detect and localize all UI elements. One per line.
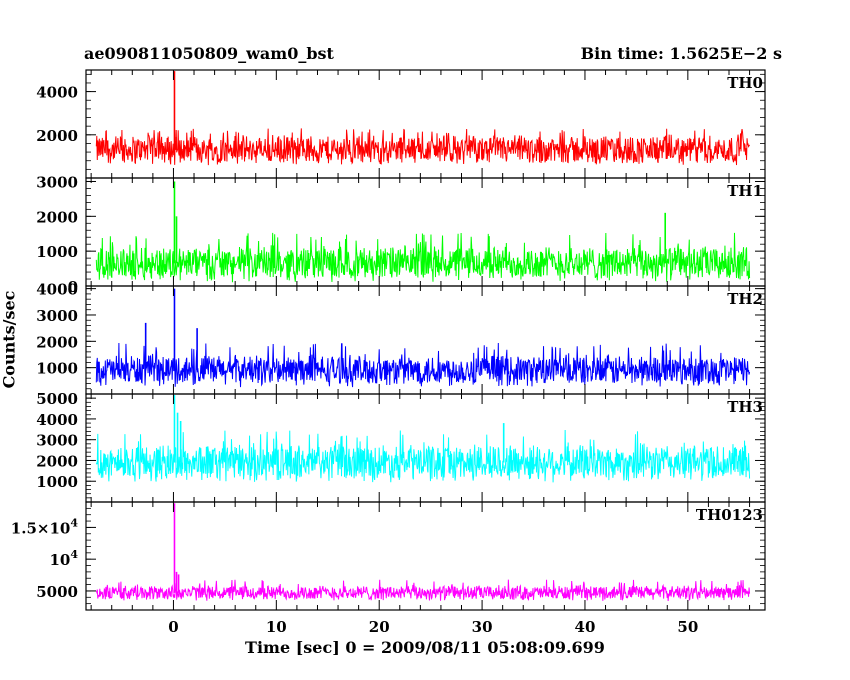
panel-label-th3: TH3 bbox=[727, 398, 763, 416]
y-tick-label: 4000 bbox=[36, 281, 78, 299]
series-line-th3 bbox=[95, 430, 751, 483]
panel-frame-th0123 bbox=[85, 501, 766, 611]
series-line-th2 bbox=[95, 342, 751, 388]
y-tick-label: 5000 bbox=[36, 583, 78, 601]
y-tick-label: 5000 bbox=[36, 390, 78, 408]
y-tick-label: 1000 bbox=[36, 360, 78, 378]
y-tick-label: 3000 bbox=[36, 432, 78, 450]
x-tick-label: 30 bbox=[472, 618, 493, 636]
series-line-th0 bbox=[95, 128, 750, 166]
y-axis-label: Counts/sec bbox=[0, 290, 19, 389]
x-tick-label: 40 bbox=[575, 618, 596, 636]
panel-label-th0: TH0 bbox=[727, 74, 763, 92]
x-tick-label: 20 bbox=[369, 618, 390, 636]
panel-frame-th0 bbox=[85, 69, 766, 179]
y-tick-label: 1000 bbox=[36, 243, 78, 261]
panel-frame-th3 bbox=[85, 393, 766, 503]
y-tick-label: 2000 bbox=[36, 333, 78, 351]
y-tick-label: 3000 bbox=[36, 307, 78, 325]
y-tick-label: 104 bbox=[49, 548, 78, 569]
panel-label-th0123: TH0123 bbox=[696, 506, 763, 524]
y-tick-label: 4000 bbox=[36, 84, 78, 102]
panel-label-th2: TH2 bbox=[727, 290, 763, 308]
y-tick-label: 2000 bbox=[36, 452, 78, 470]
y-tick-label: 4000 bbox=[36, 411, 78, 429]
x-tick-label: 10 bbox=[266, 618, 287, 636]
series-line-th1 bbox=[95, 232, 751, 283]
series-line-th0123 bbox=[95, 579, 751, 602]
y-tick-label: 1.5×104 bbox=[11, 516, 79, 537]
y-tick-label: 2000 bbox=[36, 208, 78, 226]
x-axis-label: Time [sec] 0 = 2009/08/11 05:08:09.699 bbox=[245, 638, 605, 657]
panel-label-th1: TH1 bbox=[727, 182, 763, 200]
y-tick-label: 0 bbox=[68, 278, 78, 296]
y-tick-label: 3000 bbox=[36, 173, 78, 191]
chart-title: ae090811050809_wam0_bst bbox=[84, 44, 334, 63]
bin-time-label: Bin time: 1.5625E−2 s bbox=[580, 44, 782, 63]
x-tick-label: 0 bbox=[168, 618, 178, 636]
x-tick-label: 50 bbox=[677, 618, 698, 636]
y-tick-label: 1000 bbox=[36, 473, 78, 491]
y-tick-label: 2000 bbox=[36, 127, 78, 145]
